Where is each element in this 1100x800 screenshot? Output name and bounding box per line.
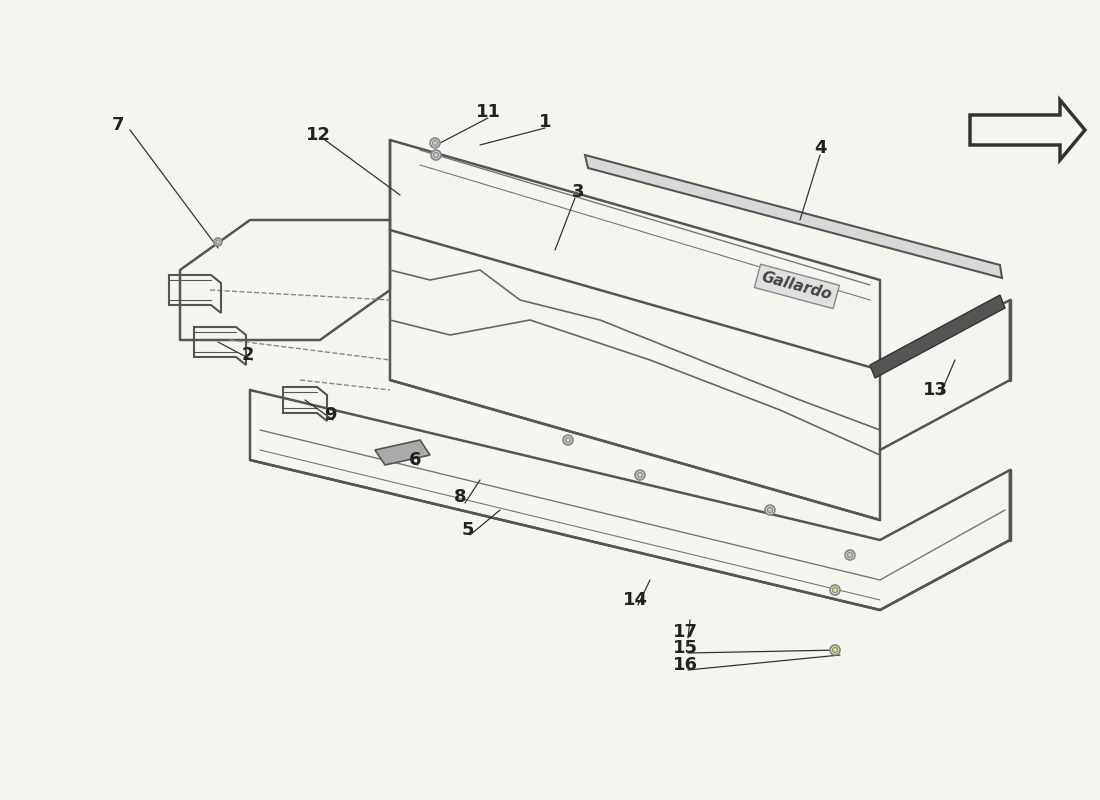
Text: 15: 15 xyxy=(672,639,697,657)
Text: 13: 13 xyxy=(923,381,947,399)
Text: 17: 17 xyxy=(672,623,697,641)
Text: 8: 8 xyxy=(453,488,466,506)
Text: 16: 16 xyxy=(672,656,697,674)
Circle shape xyxy=(430,138,440,148)
Circle shape xyxy=(830,585,840,595)
Text: 14: 14 xyxy=(623,591,648,609)
Polygon shape xyxy=(870,295,1005,378)
Text: 9: 9 xyxy=(323,406,337,424)
Circle shape xyxy=(764,505,776,515)
Text: 6: 6 xyxy=(409,451,421,469)
Circle shape xyxy=(635,470,645,480)
Circle shape xyxy=(830,645,840,655)
Polygon shape xyxy=(585,155,1002,278)
Text: 4: 4 xyxy=(814,139,826,157)
Text: 2: 2 xyxy=(242,346,254,364)
Text: 7: 7 xyxy=(112,116,124,134)
Circle shape xyxy=(431,150,441,160)
Text: Gallardo: Gallardo xyxy=(760,270,834,303)
Polygon shape xyxy=(375,440,430,465)
Circle shape xyxy=(563,435,573,445)
Circle shape xyxy=(845,550,855,560)
Text: 11: 11 xyxy=(475,103,500,121)
Circle shape xyxy=(214,238,222,246)
Text: 3: 3 xyxy=(572,183,584,201)
Text: 5: 5 xyxy=(462,521,474,539)
Text: 1: 1 xyxy=(539,113,551,131)
Text: 12: 12 xyxy=(306,126,330,144)
